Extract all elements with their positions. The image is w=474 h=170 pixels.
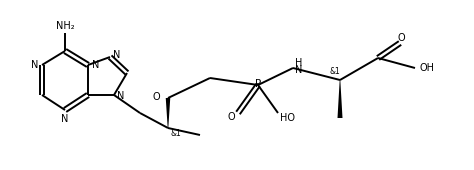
Text: P: P (255, 79, 261, 89)
Text: H: H (295, 58, 302, 68)
Text: OH: OH (420, 63, 435, 73)
Polygon shape (166, 98, 170, 128)
Text: N: N (117, 91, 124, 101)
Text: N: N (61, 114, 69, 124)
Text: O: O (228, 112, 235, 122)
Text: N: N (92, 60, 100, 70)
Text: N: N (31, 60, 38, 70)
Text: NH₂: NH₂ (55, 21, 74, 31)
Text: N: N (295, 65, 302, 75)
Text: O: O (152, 92, 160, 102)
Text: N: N (113, 50, 120, 60)
Text: &1: &1 (171, 129, 182, 138)
Text: HO: HO (280, 113, 295, 123)
Text: &1: &1 (329, 67, 340, 76)
Text: O: O (397, 33, 405, 43)
Polygon shape (337, 80, 343, 118)
